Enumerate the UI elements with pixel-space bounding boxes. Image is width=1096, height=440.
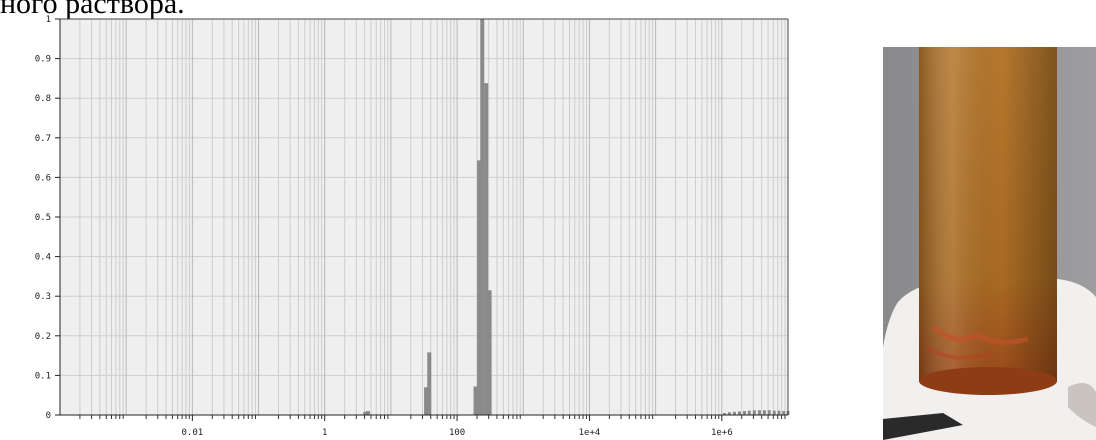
y-tick-label: 0.1 <box>35 371 51 381</box>
y-tick-label: 0.9 <box>35 55 51 65</box>
bar <box>747 410 751 415</box>
y-tick-label: 0.6 <box>35 173 51 183</box>
tube-shading <box>919 47 1057 382</box>
y-tick-label: 0.8 <box>35 94 51 104</box>
bar <box>477 160 482 415</box>
sediment-streak-2 <box>925 345 994 360</box>
base-shadow <box>1068 383 1096 427</box>
bar <box>757 410 761 415</box>
bar <box>732 411 736 415</box>
bars <box>363 19 790 415</box>
tube-photo <box>883 47 1096 440</box>
y-tick-label: 0.3 <box>35 292 51 302</box>
y-tick-label: 0.7 <box>35 134 51 144</box>
caption-text: ного раствора. <box>0 0 185 20</box>
sediment-streak <box>931 325 1029 345</box>
y-tick-label: 0.2 <box>35 332 51 342</box>
bar <box>424 387 429 415</box>
bar <box>427 352 432 415</box>
x-tick-label: 1e+4 <box>579 428 601 438</box>
bar <box>727 412 731 415</box>
bar <box>723 413 727 415</box>
y-tick-labels: 0 0.1 0.2 0.3 0.4 0.5 0.6 0.7 0.8 0.9 1 <box>35 15 60 421</box>
bar <box>762 410 766 415</box>
y-tick-label: 1 <box>46 15 51 25</box>
size-distribution-chart: 0.01 1 100 1e+4 1e+6 00.10.20.30.40.50.60.70… <box>35 15 790 438</box>
y-tick-label: 0 <box>46 411 51 421</box>
bar <box>484 83 489 415</box>
bar <box>752 410 756 415</box>
bar <box>473 386 478 415</box>
bar <box>487 290 492 415</box>
bar <box>767 410 771 415</box>
dark-corner <box>883 413 963 440</box>
tube-bottom <box>919 367 1057 395</box>
bar <box>777 410 781 415</box>
x-tick-labels: 0.01 1 100 1e+4 1e+6 <box>182 415 733 438</box>
bar <box>742 411 746 415</box>
y-tick-label: 0.4 <box>35 253 51 263</box>
x-tick-label: 0.01 <box>182 428 204 438</box>
y-tick-label: 0.5 <box>35 213 51 223</box>
bar <box>738 411 742 415</box>
bar <box>772 410 776 415</box>
bar <box>363 411 368 415</box>
grid-lines <box>59 18 788 419</box>
bar <box>365 411 370 415</box>
x-tick-label: 1 <box>322 428 327 438</box>
bar <box>782 411 786 415</box>
bar <box>480 19 485 415</box>
x-tick-label: 1e+6 <box>711 428 733 438</box>
x-tick-label: 100 <box>449 428 465 438</box>
